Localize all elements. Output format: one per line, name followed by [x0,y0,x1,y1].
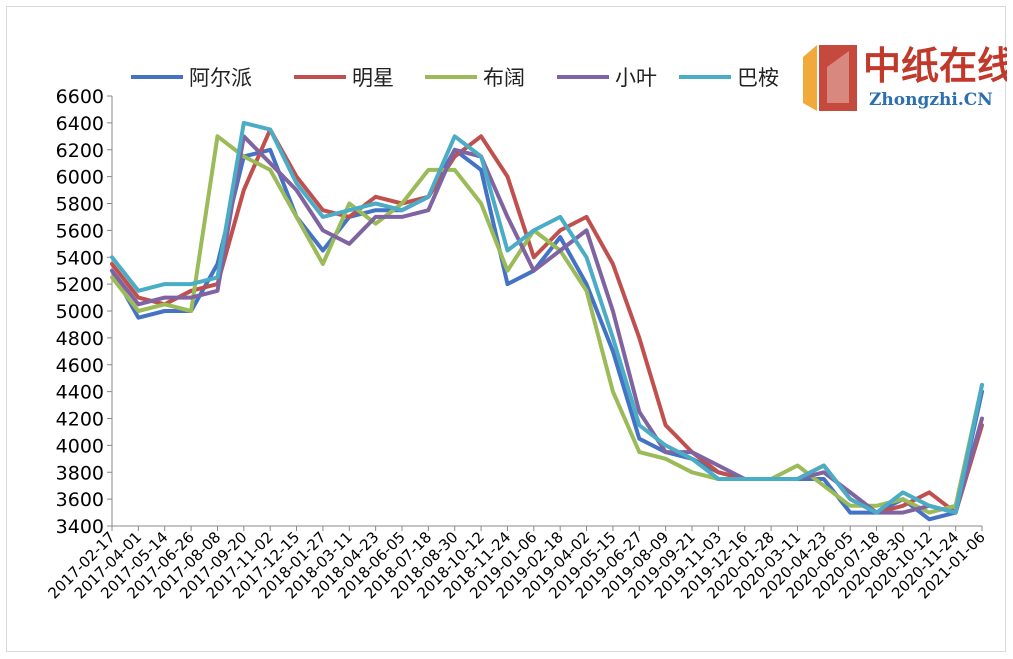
legend-label: 小叶 [615,66,657,90]
y-tick-label: 4600 [56,355,104,377]
legend-label: 明星 [352,66,394,90]
series-line [110,147,984,522]
y-tick-label: 6000 [56,167,104,189]
y-tick-label: 5600 [56,220,104,242]
y-tick-label: 5400 [56,247,104,269]
y-axis-ticks: 3400 3600 3800 4000 4200 4400 4600 4800 5000 5200… [56,86,112,538]
logo-en-text: Zhongzhi.CN [869,90,993,110]
y-tick-label: 5800 [56,194,104,216]
logo-mark-orange-icon [803,45,817,111]
legend-label: 巴桉 [737,66,779,90]
y-tick-label: 3800 [56,462,104,484]
y-tick-label: 4200 [56,409,104,431]
logo-cn-text: 中纸在线 [863,44,1007,88]
y-tick-label: 5200 [56,274,104,296]
series-line [110,127,984,515]
series-line [110,134,984,515]
y-tick-label: 3400 [56,516,104,538]
y-tick-label: 4400 [56,382,104,404]
legend-item: 明星 [294,66,394,90]
y-tick-label: 3600 [56,489,104,511]
y-tick-label: 4800 [56,328,104,350]
legend-item: 阿尔派 [131,66,252,90]
logo-mark-white-icon [827,51,849,103]
legend-item: 巴桉 [679,66,779,90]
y-tick-label: 4000 [56,435,104,457]
legend-item: 小叶 [557,66,657,90]
zhongzhi-logo: 中纸在线 Zhongzhi.CN [803,44,1007,111]
y-tick-label: 5000 [56,301,104,323]
series-line [110,120,984,515]
legend: 阿尔派 明星 布阔 小叶 巴桉 [131,66,779,90]
logo-mark-red-icon [819,45,857,111]
line-chart: 中纸在线 Zhongzhi.CN 阿尔派 明星 布阔 小叶 巴桉 3400 3600 380… [44,44,1007,602]
legend-label: 阿尔派 [189,66,252,90]
y-tick-label: 6600 [56,86,104,108]
legend-label: 布阔 [483,66,525,90]
chart-frame: 中纸在线 Zhongzhi.CN 阿尔派 明星 布阔 小叶 巴桉 3400 3600 380… [6,6,1007,652]
x-axis-ticks: 2017-02-172017-04-012017-05-142017-06-26… [44,526,989,602]
y-tick-label: 6200 [56,140,104,162]
legend-item: 布阔 [425,66,525,90]
series-lines [110,120,984,522]
y-tick-label: 6400 [56,113,104,135]
